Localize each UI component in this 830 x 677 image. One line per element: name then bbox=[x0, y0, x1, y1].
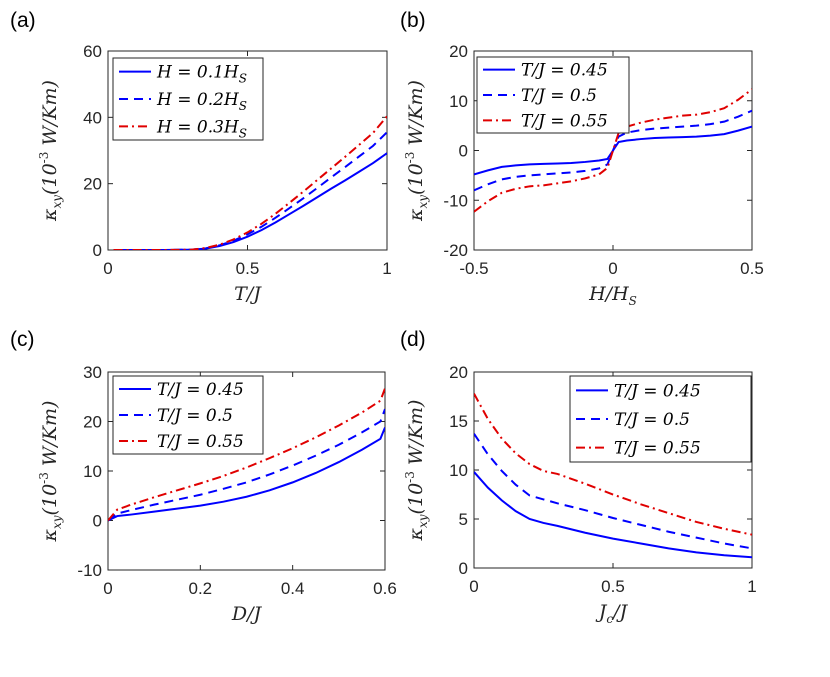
x-tick-label: 1 bbox=[382, 259, 391, 278]
y-tick-label: 10 bbox=[83, 462, 102, 481]
y-tick-label: 0 bbox=[93, 512, 102, 531]
panel-label: (d) bbox=[400, 328, 426, 351]
y-tick-label: -20 bbox=[443, 241, 468, 260]
legend-entry: T/J = 0.45 bbox=[157, 380, 244, 400]
legend-entry: T/J = 0.45 bbox=[614, 381, 701, 401]
x-axis-label: H/HS​ bbox=[588, 283, 637, 308]
x-tick-label: 0 bbox=[103, 259, 112, 278]
legend: H = 0.1HS​ H = 0.2HS​ H = 0.3HS​ bbox=[112, 57, 264, 141]
legend: T/J = 0.45 T/J = 0.5 T/J = 0.55 bbox=[569, 375, 752, 463]
y-tick-label: 20 bbox=[449, 363, 468, 382]
x-tick-label: 0 bbox=[103, 579, 112, 598]
y-axis-label: κxy​(10-3​ W/Km) bbox=[37, 401, 64, 543]
series-line-2 bbox=[113, 131, 387, 250]
legend-entry: H = 0.3HS​ bbox=[156, 117, 247, 140]
y-axis-label: κxy​(10-3​ W/Km) bbox=[403, 80, 430, 222]
legend-entry: T/J = 0.55 bbox=[614, 439, 701, 459]
legend-entry: T/J = 0.5 bbox=[521, 86, 597, 106]
y-tick-label: -10 bbox=[77, 561, 102, 580]
y-tick-label: 20 bbox=[83, 413, 102, 432]
x-tick-label: 0.5 bbox=[740, 259, 764, 278]
y-tick-label: 30 bbox=[83, 363, 102, 382]
y-tick-label: 0 bbox=[93, 241, 102, 260]
x-tick-label: 0.5 bbox=[236, 259, 260, 278]
y-tick-label: 0 bbox=[459, 142, 468, 161]
x-axis-label: D/J bbox=[231, 603, 263, 625]
y-tick-label: 0 bbox=[459, 559, 468, 578]
legend-entry: T/J = 0.45 bbox=[521, 61, 608, 81]
legend: T/J = 0.45 T/J = 0.5 T/J = 0.55 bbox=[112, 375, 264, 455]
series-line-1 bbox=[474, 471, 752, 559]
series-line-2 bbox=[474, 109, 752, 192]
y-tick-label: -10 bbox=[443, 191, 468, 210]
x-axis-label: T/J bbox=[234, 283, 262, 305]
x-axis-label: Jc​/J bbox=[595, 601, 629, 626]
series-line-2 bbox=[108, 408, 385, 522]
panel-b: (b) -0.5 0 0.5 -20 -10 0 10 20 H/HS​ κxy​(10-3​ W/… bbox=[400, 9, 764, 308]
panel-label: (b) bbox=[400, 9, 426, 32]
y-tick-label: 10 bbox=[449, 92, 468, 111]
x-tick-label: -0.5 bbox=[459, 259, 488, 278]
series-line-1 bbox=[108, 427, 385, 522]
legend-entry: T/J = 0.55 bbox=[521, 111, 608, 131]
x-tick-label: 0.6 bbox=[373, 579, 397, 598]
y-tick-label: 10 bbox=[449, 461, 468, 480]
legend-entry: T/J = 0.5 bbox=[614, 410, 690, 430]
x-tick-label: 0.4 bbox=[281, 579, 305, 598]
series-line-3 bbox=[474, 88, 752, 213]
legend-entry: H = 0.1HS​ bbox=[156, 63, 247, 86]
panel-a: (a) 0 0.5 1 0 20 40 60 T/J κxy​(10-3​ W/Km) H = 0.… bbox=[10, 9, 392, 305]
series-line-2 bbox=[474, 433, 752, 550]
y-axis-label: κxy​(10-3​ W/Km) bbox=[37, 80, 64, 222]
y-axis-label: κxy​(10-3​ W/Km) bbox=[403, 400, 430, 542]
panel-label: (c) bbox=[10, 328, 35, 351]
series-line-3 bbox=[108, 387, 385, 522]
legend: T/J = 0.45 T/J = 0.5 T/J = 0.55 bbox=[476, 56, 630, 134]
x-tick-label: 1 bbox=[747, 577, 756, 596]
y-tick-label: 60 bbox=[83, 42, 102, 61]
x-tick-label: 0.5 bbox=[601, 577, 625, 596]
x-tick-label: 0 bbox=[608, 259, 617, 278]
legend-entry: T/J = 0.5 bbox=[157, 406, 233, 426]
y-tick-label: 5 bbox=[459, 510, 468, 529]
y-tick-label: 20 bbox=[449, 42, 468, 61]
series-line-1 bbox=[113, 152, 387, 250]
legend-entry: T/J = 0.55 bbox=[157, 432, 244, 452]
y-tick-label: 40 bbox=[83, 108, 102, 127]
series-line-3 bbox=[474, 393, 752, 536]
y-tick-label: 15 bbox=[449, 412, 468, 431]
y-tick-label: 20 bbox=[83, 175, 102, 194]
x-tick-label: 0.2 bbox=[189, 579, 213, 598]
legend-entry: H = 0.2HS​ bbox=[156, 90, 247, 113]
x-tick-label: 0 bbox=[469, 577, 478, 596]
panel-label: (a) bbox=[10, 9, 36, 32]
